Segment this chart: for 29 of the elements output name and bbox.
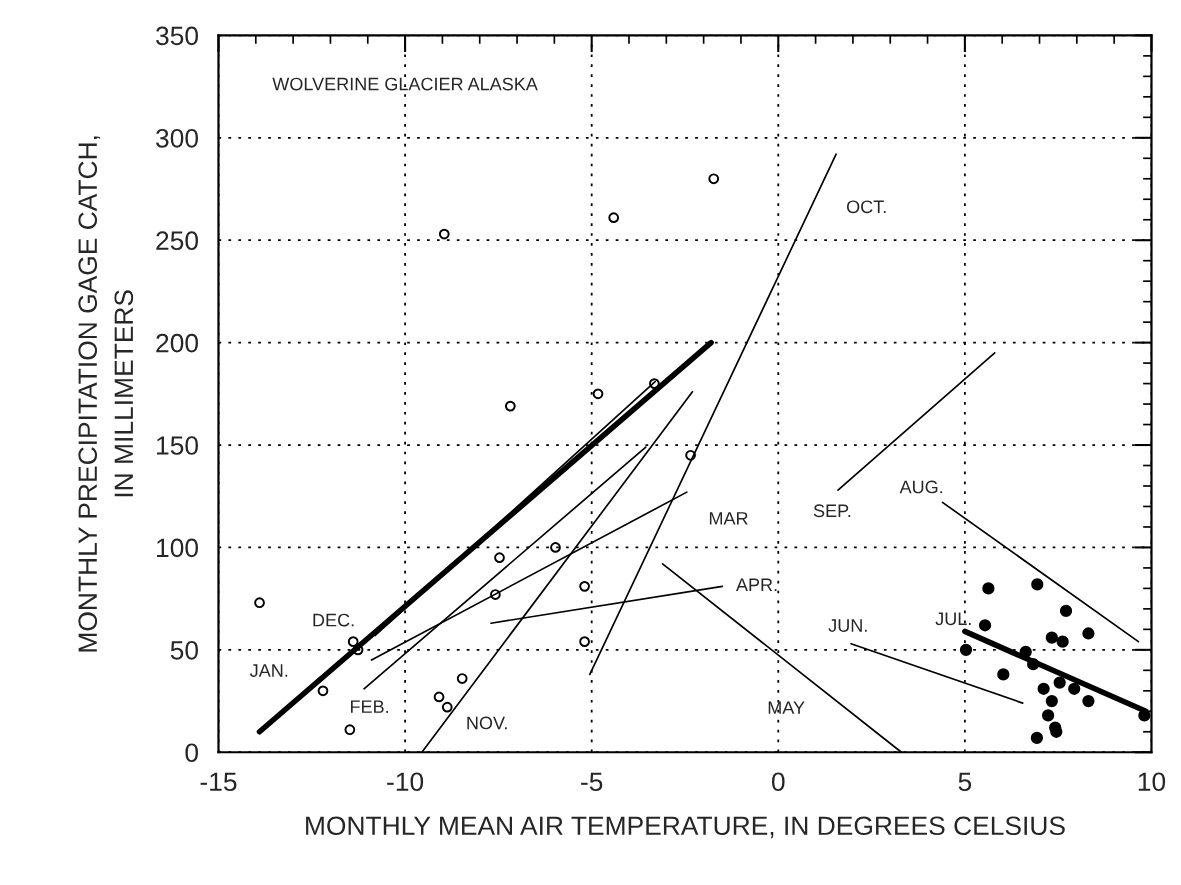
series-label: JAN. — [249, 664, 288, 677]
series-label: APR. — [735, 578, 777, 592]
annotation: WOLVERINE GLACIER ALASKA — [272, 77, 538, 91]
y-tick-label: 250 — [156, 231, 199, 251]
series-label: NOV. — [467, 716, 507, 730]
series-label: JUN. — [828, 619, 867, 632]
series-label: JUL. — [935, 612, 971, 626]
series-label: OCT. — [846, 200, 886, 214]
y-tick-label: 100 — [157, 538, 199, 558]
y-axis-title: MONTHLY PRECIPITATION GAGE CATCH, IN MILLIMETERS — [78, 136, 134, 652]
x-tick-label: -10 — [387, 772, 424, 792]
y-tick-label: 200 — [156, 333, 199, 353]
x-tick-label: 5 — [958, 772, 972, 792]
y-tick-label: 350 — [156, 26, 199, 46]
series-label: DEC. — [313, 613, 354, 627]
x-axis-title: MONTHLY MEAN AIR TEMPERATURE, IN DEGREES CELSIUS — [306, 816, 1065, 839]
series-label: MAR — [709, 512, 748, 525]
x-tick-label: 0 — [771, 772, 785, 792]
y-tick-label: 150 — [157, 436, 199, 455]
series-label: FEB. — [351, 700, 388, 713]
y-tick-label: 0 — [185, 743, 199, 763]
series-label: AUG. — [899, 480, 943, 494]
x-tick-label: -5 — [581, 772, 603, 792]
x-tick-label: -15 — [200, 772, 237, 792]
x-tick-label: 10 — [1138, 772, 1166, 792]
series-label: SEP. — [813, 504, 851, 518]
y-tick-label: 300 — [156, 128, 199, 148]
series-label: MAY — [768, 701, 805, 714]
y-tick-label: 50 — [170, 640, 199, 660]
